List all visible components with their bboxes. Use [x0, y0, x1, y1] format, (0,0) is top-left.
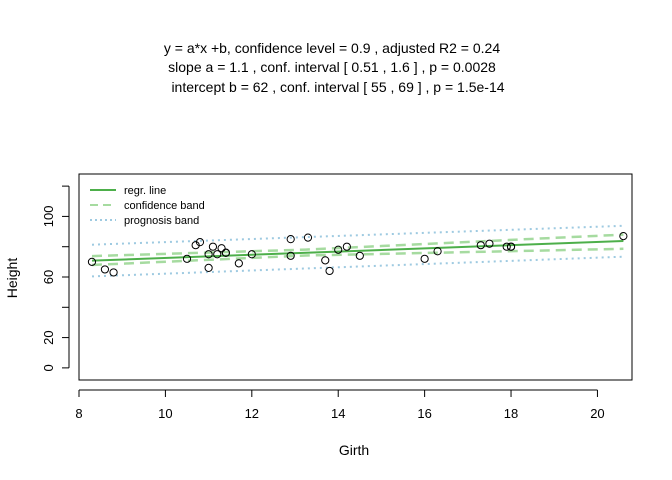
data-point — [355, 251, 364, 260]
data-point — [321, 256, 330, 265]
y-tick-label: 100 — [41, 206, 56, 228]
title-line-1: y = a*x +b, confidence level = 0.9 , adj… — [164, 40, 500, 56]
prognosis-band-lower — [91, 255, 624, 278]
data-point — [109, 268, 118, 277]
data-point — [182, 254, 192, 263]
data-point — [195, 238, 205, 247]
data-point — [213, 250, 222, 259]
y-axis-label: Height — [4, 258, 20, 299]
data-point — [485, 239, 494, 248]
y-tick-label: 60 — [41, 270, 56, 284]
legend-label: prognosis band — [124, 215, 199, 227]
data-point — [234, 259, 243, 268]
x-tick-label: 18 — [504, 406, 518, 421]
data-point — [502, 242, 511, 251]
x-axis: 8 10 12 14 16 18 20 — [75, 389, 605, 421]
title-line-3: intercept b = 62 , conf. interval [ 55 ,… — [171, 79, 504, 95]
legend-label: regr. line — [124, 185, 166, 197]
y-axis: 0 20 60 100 — [41, 185, 70, 371]
bands-layer — [91, 224, 624, 278]
x-tick-label: 14 — [331, 406, 345, 421]
data-point — [87, 257, 97, 266]
data-point — [286, 235, 295, 244]
x-tick-label: 8 — [75, 406, 82, 421]
data-point — [217, 244, 226, 253]
title-line-2: slope a = 1.1 , conf. interval [ 0.51 , … — [168, 59, 496, 75]
data-point — [208, 242, 218, 251]
data-point — [247, 250, 256, 259]
points-layer — [87, 232, 628, 277]
data-point — [204, 263, 213, 273]
data-point — [334, 245, 343, 254]
regression-line — [91, 240, 624, 262]
data-point — [619, 232, 628, 241]
data-point — [100, 265, 110, 274]
legend-label: confidence band — [124, 200, 205, 212]
y-tick-label: 0 — [41, 364, 56, 371]
data-point — [204, 250, 213, 259]
x-tick-label: 10 — [158, 406, 172, 421]
legend: regr. line confidence band prognosis band — [90, 185, 205, 227]
data-point — [476, 241, 485, 250]
data-point — [221, 248, 230, 257]
data-point — [286, 251, 295, 260]
x-tick-label: 20 — [590, 406, 604, 421]
confidence-band-upper — [91, 233, 624, 258]
y-tick-label: 20 — [41, 330, 56, 344]
data-point — [303, 233, 313, 242]
data-point — [191, 241, 200, 250]
x-tick-label: 12 — [245, 406, 259, 421]
confidence-band-lower — [91, 247, 624, 267]
x-tick-label: 16 — [417, 406, 431, 421]
prognosis-band-upper — [91, 224, 624, 246]
data-point — [325, 266, 334, 276]
data-point — [420, 254, 429, 263]
chart-title: y = a*x +b, confidence level = 0.9 , adj… — [164, 40, 505, 95]
data-point — [433, 247, 442, 256]
plot-frame — [78, 173, 633, 381]
x-axis-label: Girth — [339, 442, 369, 458]
data-point — [342, 242, 351, 251]
data-point — [506, 242, 516, 251]
regression-layer — [91, 240, 624, 262]
